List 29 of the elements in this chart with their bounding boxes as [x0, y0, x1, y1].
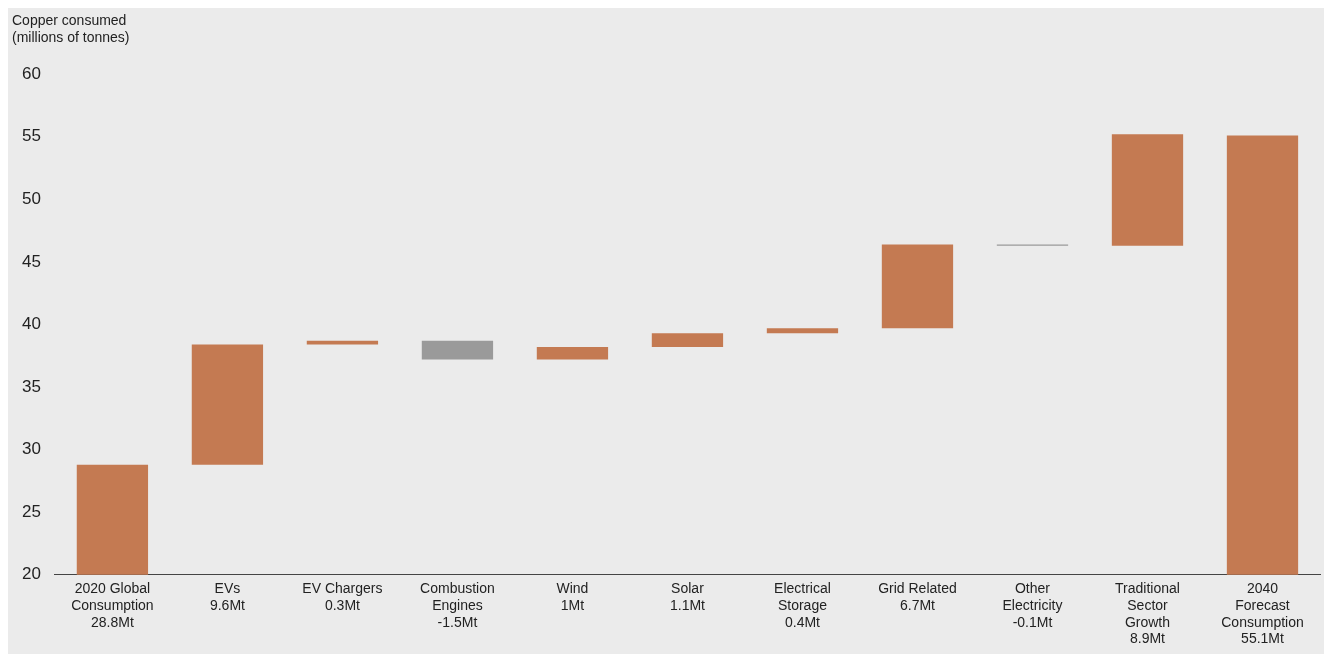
x-tick-label: 2040 Forecast Consumption 55.1Mt	[1221, 580, 1304, 647]
y-tick-label: 55	[21, 126, 41, 146]
x-tick-label: Solar 1.1Mt	[669, 580, 706, 613]
bar	[766, 328, 839, 334]
y-tick-label: 45	[21, 251, 41, 271]
y-axis-title: Copper consumed (millions of tonnes)	[11, 11, 131, 47]
x-tick-label: Grid Related 6.7Mt	[878, 580, 957, 613]
y-tick-label: 20	[21, 564, 41, 584]
x-tick-label: Electrical Storage 0.4Mt	[774, 580, 831, 630]
x-tick-label: 2020 Global Consumption 28.8Mt	[71, 580, 154, 630]
bar	[1111, 134, 1184, 246]
bar	[306, 340, 379, 345]
y-tick-label: 35	[21, 376, 41, 396]
x-tick-label: EVs 9.6Mt	[209, 580, 246, 613]
bar	[651, 333, 724, 348]
bar	[421, 340, 494, 360]
bar	[191, 344, 264, 465]
x-tick-label: Other Electricity -0.1Mt	[1002, 580, 1063, 630]
x-tick-label: Wind 1Mt	[556, 580, 589, 613]
y-tick-label: 25	[21, 501, 41, 521]
bar	[536, 347, 609, 360]
y-tick-label: 40	[21, 314, 41, 334]
bar	[881, 244, 954, 329]
y-tick-label: 60	[21, 63, 41, 83]
y-tick-label: 30	[21, 439, 41, 459]
x-tick-label: Combustion Engines -1.5Mt	[420, 580, 495, 630]
x-tick-label: EV Chargers 0.3Mt	[302, 580, 383, 613]
x-tick-label: Traditional Sector Growth 8.9Mt	[1115, 580, 1180, 647]
y-tick-label: 50	[21, 189, 41, 209]
